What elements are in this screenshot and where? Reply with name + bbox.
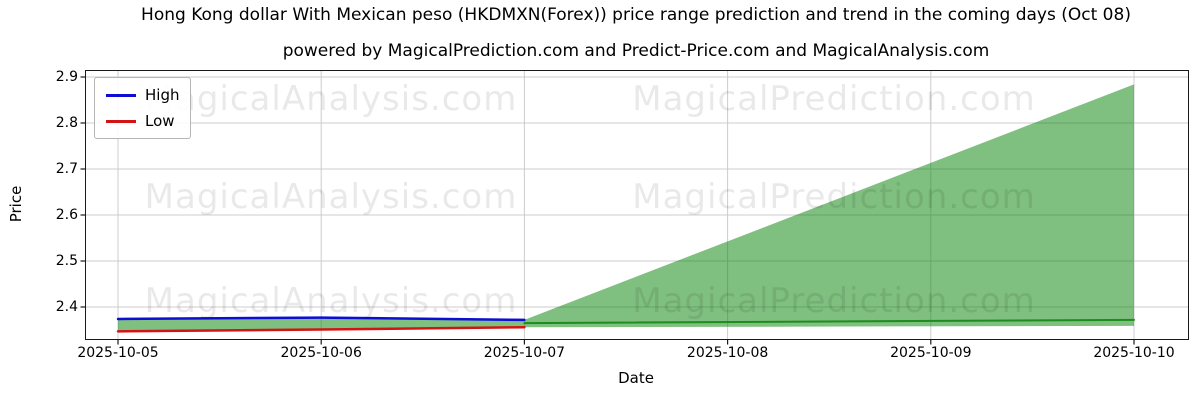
x-tick-label: 2025-10-10 <box>1093 345 1175 361</box>
y-tick-label: 2.5 <box>55 253 78 269</box>
x-tick-label: 2025-10-07 <box>483 345 566 361</box>
x-tick-label: 2025-10-06 <box>280 345 362 361</box>
high-line <box>116 316 526 322</box>
y-tick-label: 2.6 <box>55 207 78 223</box>
prediction-band <box>118 84 1134 332</box>
low-line <box>116 325 526 333</box>
x-tick-label: 2025-10-08 <box>686 345 769 361</box>
legend-label-high: High <box>145 86 180 104</box>
x-tick-label: 2025-10-05 <box>77 345 159 361</box>
plot-area: MagicalAnalysis.com MagicalPrediction.co… <box>56 69 1189 361</box>
legend-item-low: Low <box>106 112 179 130</box>
high-line-swatch <box>106 93 136 97</box>
legend-label-low: Low <box>145 112 175 130</box>
y-tick-label: 2.8 <box>55 115 78 131</box>
chart-subtitle: powered by MagicalPrediction.com and Pre… <box>282 41 990 61</box>
y-tick-label: 2.9 <box>55 69 78 85</box>
x-tick-label: 2025-10-09 <box>890 345 972 361</box>
plot-canvas <box>80 71 1188 345</box>
low-line-swatch <box>106 119 136 123</box>
chart-title: Hong Kong dollar With Mexican peso (HKDM… <box>141 5 1131 25</box>
y-tick-label: 2.7 <box>55 161 78 177</box>
y-tick-label: 2.4 <box>55 299 78 315</box>
legend: High Low <box>94 77 192 139</box>
legend-item-high: High <box>106 86 179 104</box>
x-axis-label: Date <box>618 369 654 387</box>
prediction-median-line <box>523 318 1135 325</box>
